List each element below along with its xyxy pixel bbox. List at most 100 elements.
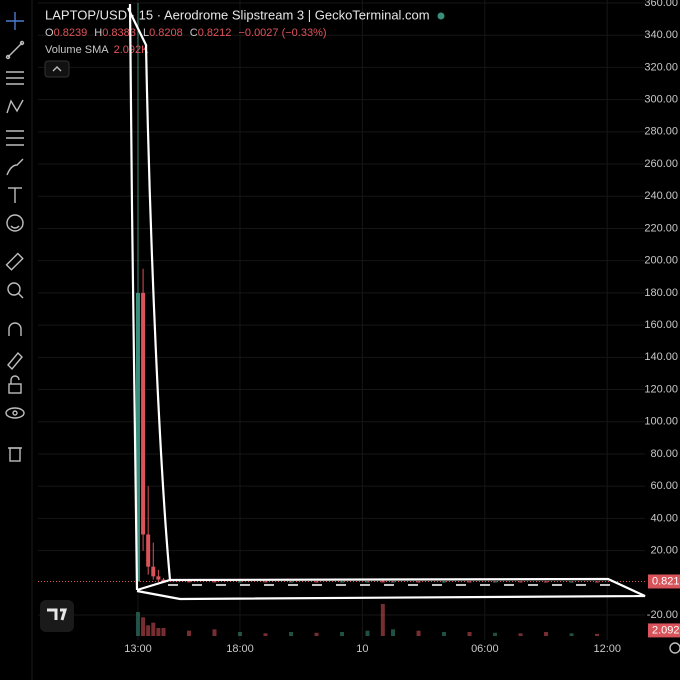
l-value: 0.8208: [149, 27, 183, 39]
settings-button[interactable]: [669, 642, 680, 654]
y-tick-label: 340.00: [644, 29, 678, 41]
last-price-label: 0.821: [652, 575, 680, 587]
visibility-tool[interactable]: [5, 407, 25, 419]
delete-tool[interactable]: [8, 447, 22, 462]
y-tick-label: 360.00: [644, 0, 678, 9]
collapse-icon: [52, 66, 62, 72]
volume-bar: [365, 630, 370, 636]
candle-body: [595, 581, 600, 583]
volume-tag-label: 2.092: [652, 624, 680, 636]
volume-bar: [569, 633, 574, 636]
annotation: [127, 3, 646, 601]
ruler-tool[interactable]: [5, 252, 24, 271]
candle-body: [365, 581, 370, 583]
candle-body: [289, 581, 294, 583]
x-tick-label: 10: [356, 643, 368, 655]
volume-label: Volume SMA: [45, 44, 109, 56]
last-price-tag: [648, 574, 680, 589]
volume-bar: [380, 604, 385, 636]
candle-body: [141, 292, 146, 535]
o-label: O: [45, 27, 54, 39]
h-value: 0.8383: [102, 27, 136, 39]
candle-body: [146, 534, 151, 567]
y-tick-label: 20.00: [650, 544, 678, 556]
volume-bar: [493, 632, 498, 636]
candle-body: [212, 581, 217, 583]
volume-bar: [156, 628, 161, 636]
candle-body: [314, 581, 319, 583]
zoom-tool[interactable]: [7, 282, 24, 299]
y-tick-label: 40.00: [650, 512, 678, 524]
candle-body: [544, 581, 549, 583]
volume-bar: [146, 625, 151, 636]
emoji-tool[interactable]: [6, 214, 24, 232]
pattern-tool[interactable]: [6, 99, 24, 114]
candle-body: [135, 292, 140, 582]
y-tick-label: 280.00: [644, 126, 678, 138]
fib-tool[interactable]: [6, 71, 24, 85]
y-tick-label: 320.00: [644, 61, 678, 73]
candle-body: [380, 581, 385, 583]
change: −0.0027 (−0.33%): [238, 27, 326, 39]
l-label: L: [143, 27, 149, 39]
x-tick-label: 12:00: [593, 643, 621, 655]
volume-bar: [186, 630, 191, 636]
volume-bar: [135, 612, 140, 636]
prediction-tool[interactable]: [6, 130, 24, 146]
x-tick-label: 18:00: [226, 643, 254, 655]
candle-body: [518, 581, 523, 583]
candle-body: [340, 581, 345, 583]
o-value: 0.8239: [54, 27, 88, 39]
grid: [38, 0, 645, 640]
volume-legend: Volume SMA 2.092K: [45, 44, 149, 56]
lock-drawing-tool[interactable]: [7, 351, 23, 371]
volume-bar: [212, 629, 217, 636]
volume-bar: [151, 622, 156, 636]
x-tick-label: 06:00: [471, 643, 499, 655]
logo-mark: [47, 608, 68, 621]
y-tick-label: 260.00: [644, 158, 678, 170]
brush-tool[interactable]: [6, 158, 24, 176]
volume-bar: [340, 632, 345, 636]
volume-bar: [289, 632, 294, 636]
crosshair-tool[interactable]: [6, 12, 24, 30]
y-tick-label: 140.00: [644, 351, 678, 363]
volume-bar: [544, 632, 549, 636]
lock-tool[interactable]: [8, 375, 22, 394]
status-dot: [437, 12, 445, 20]
y-tick-label: 220.00: [644, 222, 678, 234]
candle-body: [263, 581, 268, 583]
volume-bar: [595, 633, 600, 636]
y-tick-label: 100.00: [644, 416, 678, 428]
trend-line-tool[interactable]: [5, 40, 25, 60]
candle-body: [391, 581, 396, 583]
volume-bar: [263, 633, 268, 636]
volume-bar: [141, 617, 146, 636]
volume-bar: [237, 632, 242, 636]
magnet-tool[interactable]: [8, 322, 22, 336]
volume-bar: [467, 632, 472, 636]
candle-body: [442, 581, 447, 583]
toolbar: [5, 12, 25, 462]
volume-bar: [416, 630, 421, 636]
volume-tag: [648, 623, 680, 638]
volume-bar: [391, 629, 396, 636]
y-tick-label: 80.00: [650, 448, 678, 460]
h-label: H: [94, 27, 102, 39]
y-tick-label: 240.00: [644, 190, 678, 202]
candle-body: [493, 581, 498, 583]
y-tick-label: 300.00: [644, 94, 678, 106]
y-tick-label: 200.00: [644, 255, 678, 267]
y-tick-label: 120.00: [644, 383, 678, 395]
y-tick-label: -20.00: [647, 609, 678, 621]
candle-body: [156, 576, 161, 580]
chart-title: LAPTOP/USD · 15 · Aerodrome Slipstream 3…: [45, 7, 430, 22]
y-tick-label: 60.00: [650, 480, 678, 492]
volume-bar: [518, 633, 523, 636]
collapse-button[interactable]: [44, 60, 70, 78]
c-label: C: [190, 27, 198, 39]
text-tool[interactable]: [8, 187, 22, 203]
